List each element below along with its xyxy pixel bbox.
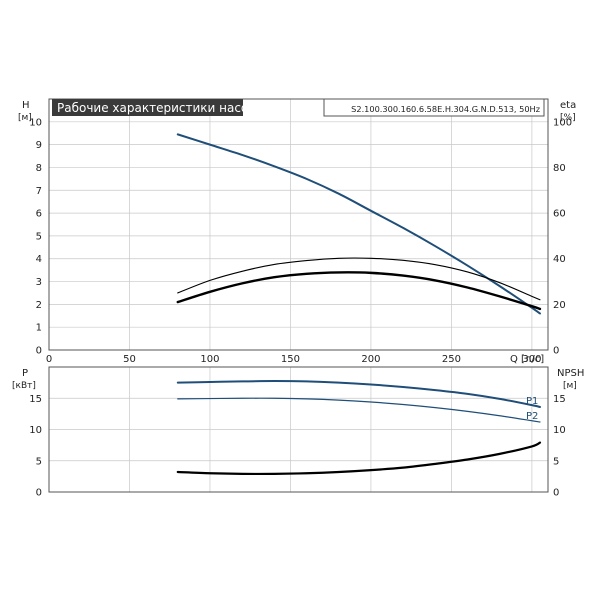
y2-tick-label: 60 <box>553 209 566 220</box>
x-tick-label: 50 <box>123 354 136 365</box>
top-y2-tick-labels: 0 20 40 60 80 100 <box>553 117 572 356</box>
subtitle-box <box>323 98 545 117</box>
npsh-tick-label: 0 <box>553 488 559 499</box>
power-tick-label: 10 <box>29 425 42 436</box>
npsh-axis-unit: [м] <box>563 381 577 391</box>
power-tick-label: 15 <box>29 394 42 405</box>
bottom-y2-tick-labels: 0 5 10 15 <box>553 394 566 499</box>
npsh-tick-label: 5 <box>553 456 559 467</box>
bottom-series-lines <box>176 380 542 476</box>
bottom-panel-frame <box>48 366 549 493</box>
chart-title: Рабочие характеристики насоса <box>57 101 262 115</box>
npsh-curve <box>176 441 542 476</box>
npsh-axis-label: NPSH <box>557 368 584 379</box>
y2-axis-unit: [%] <box>560 113 576 123</box>
y2-tick-label: 0 <box>553 346 559 357</box>
y-tick-label: 3 <box>36 277 42 288</box>
p2-power-curve <box>177 397 541 423</box>
head-curve <box>176 133 541 315</box>
y2-tick-label: 40 <box>553 254 566 265</box>
power-tick-label: 0 <box>36 488 42 499</box>
y-tick-label: 4 <box>36 254 42 265</box>
npsh-tick-label: 10 <box>553 425 566 436</box>
x-tick-label: 250 <box>442 354 461 365</box>
p1-power-curve <box>176 380 541 408</box>
title-box <box>52 99 243 116</box>
x-tick-label: 200 <box>361 354 380 365</box>
y2-tick-label: 100 <box>553 117 572 128</box>
top-series-lines <box>176 133 542 315</box>
y-axis-unit: [м] <box>18 113 32 123</box>
chart-subtitle: S2.100.300.160.6.58E.H.304.G.N.D.513, 50… <box>351 104 540 114</box>
y-tick-label: 5 <box>36 231 42 242</box>
top-panel-frame <box>48 98 549 351</box>
series-label: P1 <box>526 396 538 407</box>
bottom-y-tick-labels: 0 5 10 15 <box>29 394 42 499</box>
power-axis-unit: [кВт] <box>12 381 36 391</box>
power-tick-label: 5 <box>36 456 42 467</box>
y-tick-label: 10 <box>29 117 42 128</box>
y-tick-label: 0 <box>36 346 42 357</box>
y2-tick-label: 80 <box>553 163 566 174</box>
efficiency-curve-thin <box>177 257 541 301</box>
top-x-tick-labels: 0 50 100 150 200 250 300 <box>46 354 542 365</box>
y2-tick-label: 20 <box>553 300 566 311</box>
x-tick-label: 150 <box>281 354 300 365</box>
y2-axis-label: eta <box>560 100 576 111</box>
y-tick-label: 9 <box>36 140 42 151</box>
y-tick-label: 1 <box>36 323 42 334</box>
y-axis-label: H <box>22 100 30 111</box>
top-panel-grid <box>48 99 548 351</box>
y-tick-label: 6 <box>36 209 42 220</box>
power-axis-label: P <box>22 368 28 379</box>
y-tick-label: 7 <box>36 186 42 197</box>
x-tick-label: 100 <box>200 354 219 365</box>
top-y-tick-labels: 0 1 2 3 4 5 6 7 8 9 10 <box>29 117 42 356</box>
y-tick-label: 2 <box>36 300 42 311</box>
y-tick-label: 8 <box>36 163 42 174</box>
x-tick-label: 300 <box>522 354 541 365</box>
x-axis-label: Q [л/с] <box>510 354 544 365</box>
npsh-tick-label: 15 <box>553 394 566 405</box>
series-label: P2 <box>526 411 538 422</box>
x-tick-label: 0 <box>46 354 52 365</box>
efficiency-curve-thick <box>176 271 542 311</box>
